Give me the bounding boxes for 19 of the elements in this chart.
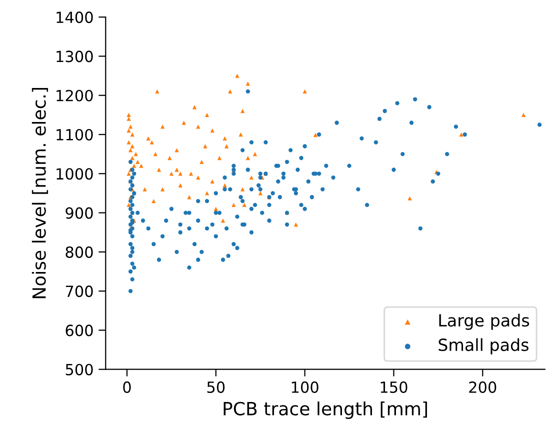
y-axis-title: Noise level [num. elec.] [32,88,48,298]
x-tick-label: 150 [380,381,408,393]
y-tick-label: 1400 [56,12,93,24]
y-tick-label: 800 [66,246,93,258]
y-tick-label: 500 [66,364,93,376]
y-tick-label: 1300 [56,50,93,62]
x-tick-label: 0 [123,381,131,393]
y-tick-label: 700 [66,286,93,298]
x-tick-label: 100 [292,381,318,393]
legend-label: Small pads [438,338,528,354]
y-tick-label: 1000 [56,168,93,180]
y-tick-label: 900 [66,207,93,219]
y-tick-label: 600 [66,324,93,336]
x-tick-label: 200 [469,381,496,393]
y-tick-label: 1100 [56,128,93,141]
y-tick-label: 1200 [56,90,93,102]
x-tick-label: 50 [207,381,225,393]
x-axis-title: PCB trace length [mm] [224,402,427,419]
legend-label: Large pads [439,314,530,330]
